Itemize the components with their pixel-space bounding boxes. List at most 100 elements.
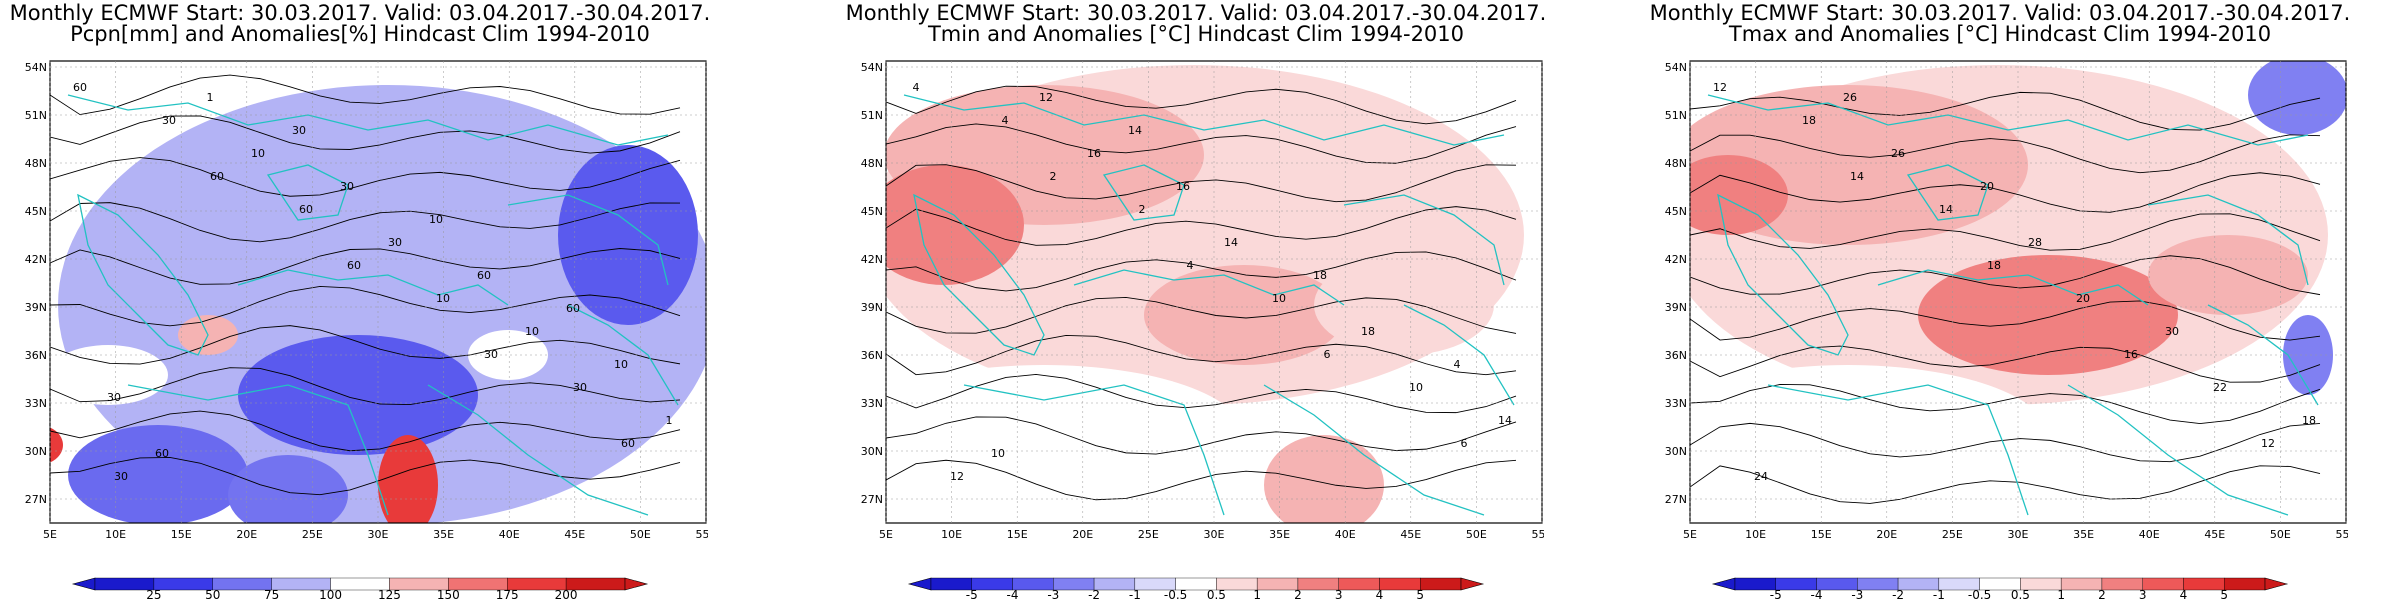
contour-label: 14	[1850, 170, 1864, 183]
contour-line	[50, 74, 681, 116]
lat-tick-label: 48N	[1665, 157, 1687, 170]
contour-label: 60	[566, 302, 580, 315]
colorbar-left-arrow	[907, 577, 932, 591]
colorbar-label: -2	[1892, 588, 1904, 600]
colorbar-label: 50	[205, 588, 220, 600]
lon-tick-label: 40E	[2139, 528, 2160, 541]
coastline	[427, 384, 649, 516]
colorbar-label: 125	[378, 588, 401, 600]
lat-tick-label: 27N	[25, 493, 47, 506]
contour-label: 30	[292, 124, 306, 137]
contour-label: 22	[2213, 381, 2227, 394]
contour-label: 12	[950, 470, 964, 483]
anomaly-area	[2148, 235, 2308, 315]
contour-line	[1690, 172, 2321, 213]
contour-label: 10	[1272, 292, 1286, 305]
coastline	[963, 384, 1225, 516]
coastline	[67, 94, 669, 146]
colorbar-swatch	[1338, 577, 1380, 591]
lon-tick-label: 10E	[941, 528, 962, 541]
coastline	[913, 193, 1045, 356]
lon-tick-label: 15E	[1007, 528, 1028, 541]
coastline	[2067, 384, 2289, 516]
anomaly-area	[1690, 365, 2048, 505]
colorbar-swatch	[153, 577, 213, 591]
colorbar-label: -3	[1047, 588, 1059, 600]
colorbar-label: 25	[146, 588, 161, 600]
anomaly-area	[886, 365, 1244, 505]
lon-tick-label: 35E	[433, 528, 454, 541]
contour-label: 14	[1128, 124, 1142, 137]
coastline	[266, 164, 349, 221]
contour-line	[1690, 213, 2321, 251]
contour-line	[886, 206, 1517, 246]
colorbar-swatch	[1297, 577, 1339, 591]
contour-label: 4	[1454, 358, 1461, 371]
contour-line	[886, 374, 1517, 414]
lon-tick-label: 25E	[302, 528, 323, 541]
colorbar-label: -3	[1851, 588, 1863, 600]
contour-line	[886, 334, 1517, 376]
colorbar-label: -1	[1129, 588, 1141, 600]
colorbar-swatch	[2142, 577, 2184, 591]
contour-label: 4	[1187, 259, 1194, 272]
contour-label: 26	[1891, 147, 1905, 160]
lat-tick-label: 51N	[1665, 109, 1687, 122]
anomaly-shading: 12 14 18 16 12 18 14 20 22 24 26 28 30 18 26 20	[1690, 61, 2346, 516]
contour-label: 20	[2076, 292, 2090, 305]
colorbar-swatch	[2224, 577, 2266, 591]
contour-label: 60	[621, 437, 635, 450]
contour-label: 18	[1987, 259, 2001, 272]
contour-label: 24	[1754, 470, 1768, 483]
contour-label: 30	[2165, 325, 2179, 338]
contour-label: 60	[210, 170, 224, 183]
lat-tick-label: 30N	[861, 445, 883, 458]
contour-label: 2	[1050, 170, 1057, 183]
lon-tick-label: 20E	[1072, 528, 1093, 541]
lat-tick-label: 45N	[25, 205, 47, 218]
lat-tick-label: 27N	[861, 493, 883, 506]
contour-label: 12	[1039, 91, 1053, 104]
lon-tick-label: 45E	[1400, 528, 1421, 541]
tmax-colorbar: -5 -4 -3 -2 -1 -0.5 0.5 1 2 3 4 5	[1711, 577, 2289, 600]
coastline	[1906, 164, 1989, 221]
lat-tick-label: 30N	[1665, 445, 1687, 458]
lat-tick-label: 48N	[25, 157, 47, 170]
coastline	[1343, 194, 1505, 286]
lat-tick-label: 30N	[25, 445, 47, 458]
colorbar-label: 150	[437, 588, 460, 600]
anomaly-area	[228, 455, 348, 523]
lat-tick-label: 54N	[1665, 61, 1687, 74]
lon-tick-label: 5E	[43, 528, 57, 541]
contour-label: 30	[388, 236, 402, 249]
anomaly-area	[50, 427, 63, 463]
coastline	[237, 269, 509, 306]
colorbar-label: 2	[1294, 588, 1302, 600]
colorbar-label: 100	[319, 588, 342, 600]
anomaly-area	[238, 335, 478, 455]
contour-line	[50, 157, 681, 197]
lon-tick-label: 35E	[1269, 528, 1290, 541]
panel-subtitle: Tmin and Anomalies [°C] Hindcast Clim 19…	[927, 22, 1465, 46]
contour-label: 20	[1980, 180, 1994, 193]
lat-tick-label: 39N	[861, 301, 883, 314]
coastline	[1767, 384, 2029, 516]
colorbar-swatch	[1379, 577, 1421, 591]
colorbar-label: 175	[496, 588, 519, 600]
colorbar-label: 1	[1253, 588, 1261, 600]
lat-tick-label: 36N	[1665, 349, 1687, 362]
lon-tick-label: 20E	[236, 528, 257, 541]
contour-label: 10	[614, 358, 628, 371]
lat-tick-label: 54N	[861, 61, 883, 74]
colorbar-swatch	[1256, 577, 1299, 591]
coastline	[507, 194, 669, 286]
colorbar-label: 0.5	[2011, 588, 2030, 600]
contour-line	[50, 367, 681, 406]
lat-tick-label: 54N	[25, 61, 47, 74]
coastline	[127, 384, 389, 516]
contour-label: 30	[162, 114, 176, 127]
colorbar-left-arrow	[71, 577, 96, 591]
lon-tick-label: 20E	[1876, 528, 1897, 541]
lon-tick-label: 40E	[499, 528, 520, 541]
lat-tick-label: 42N	[1665, 253, 1687, 266]
